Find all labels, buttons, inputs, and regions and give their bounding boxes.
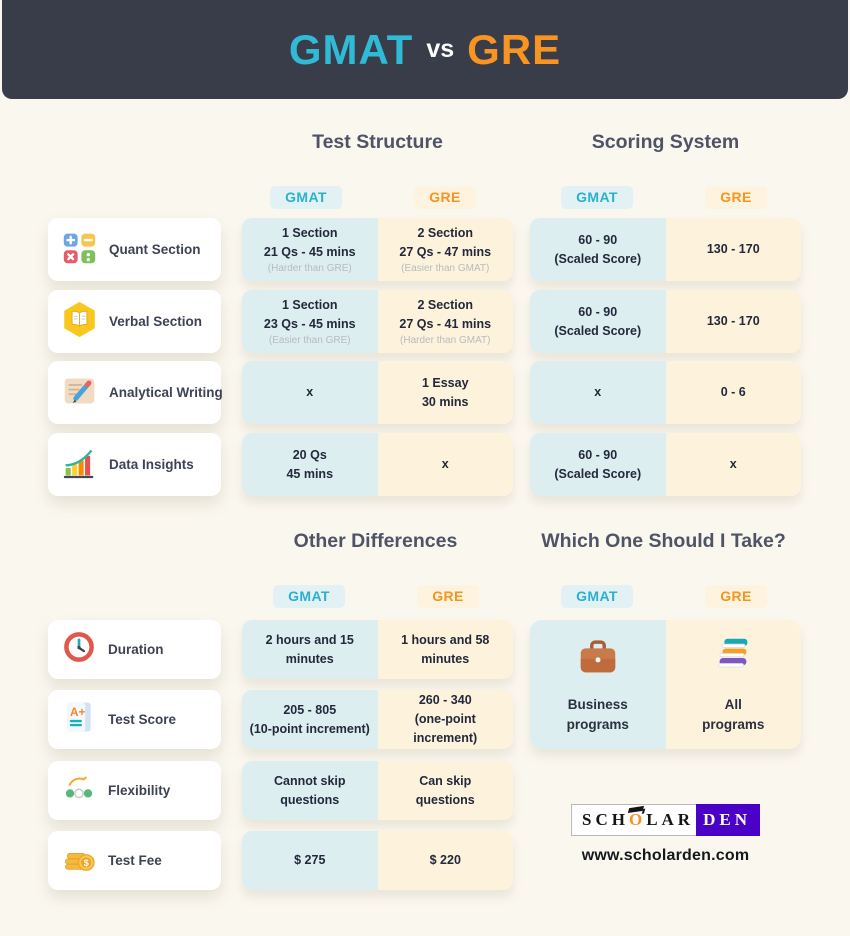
header-title-vs: vs	[426, 35, 455, 63]
which-one-gre-label: All programs	[702, 697, 765, 732]
section-title-other-differences: Other Differences	[293, 530, 458, 552]
sidebar-item-flexibility: Flexibility	[48, 761, 221, 820]
gmat-cell: 2 hours and 15 minutes	[242, 620, 378, 679]
gre-cell: 130 - 170	[665, 290, 801, 353]
briefcase-icon	[575, 634, 621, 685]
sidebar-item-label: Analytical Writing	[109, 385, 223, 400]
sidebar-item-label: Flexibility	[108, 783, 171, 798]
scoring-row-data-insights: 60 - 90 (Scaled Score) x	[530, 433, 801, 496]
math-operations-icon	[61, 229, 98, 271]
logo-text-sch: SCH	[581, 810, 629, 829]
sidebar-item-label: Data Insights	[109, 457, 194, 472]
svg-text:$: $	[84, 858, 89, 868]
sidebar-item-data-insights: Data Insights	[48, 433, 221, 496]
gmat-cell: $ 275	[242, 831, 378, 890]
gmat-cell: 20 Qs 45 mins	[242, 433, 378, 496]
books-stack-icon	[710, 634, 756, 685]
section-title-which-one: Which One Should I Take?	[541, 530, 786, 552]
scoring-row-quant: 60 - 90 (Scaled Score) 130 - 170	[530, 218, 801, 281]
gre-cell: $ 220	[377, 831, 513, 890]
which-one-card: Business programs All programs	[530, 620, 801, 749]
logo-text-lar: LAR	[646, 810, 695, 829]
sidebar-item-label: Test Fee	[108, 853, 162, 868]
header: GMAT vs GRE	[2, 0, 848, 99]
gre-cell: 1 Essay 30 mins	[377, 361, 513, 424]
gmat-cell: Cannot skip questions	[242, 761, 378, 820]
scoring-row-analytical-writing: x 0 - 6	[530, 361, 801, 424]
pencil-paper-icon	[61, 372, 98, 414]
gmat-cell: 60 - 90 (Scaled Score)	[530, 433, 666, 496]
growth-chart-icon	[61, 444, 98, 486]
gmat-cell: 205 - 805 (10-point increment)	[242, 690, 378, 749]
website-url: www.scholarden.com	[581, 847, 750, 864]
gmat-cell: x	[242, 361, 378, 424]
other-diff-row-flexibility: Cannot skip questions Can skip questions	[242, 761, 513, 820]
gmat-column-header: GMAT	[561, 186, 633, 209]
gmat-cell: 1 Section 21 Qs - 45 mins (Harder than GR…	[242, 218, 378, 281]
section-title-test-structure: Test Structure	[312, 131, 443, 153]
sidebar-item-analytical-writing: Analytical Writing	[48, 361, 223, 424]
test-structure-row-analytical-writing: x 1 Essay 30 mins	[242, 361, 513, 424]
header-title-gmat: GMAT	[288, 25, 414, 73]
header-title-gre: GRE	[467, 25, 562, 73]
scholarden-logo: SCH O LAR DEN	[570, 804, 760, 836]
gre-cell: All programs	[665, 620, 801, 749]
sidebar-item-quant-section: Quant Section	[48, 218, 221, 281]
which-one-gmat-label: Business programs	[566, 697, 629, 732]
sidebar-item-label: Quant Section	[109, 242, 201, 257]
coins-icon: $	[61, 840, 97, 881]
gmat-column-header: GMAT	[270, 186, 342, 209]
gre-column-header: GRE	[705, 186, 767, 209]
other-diff-row-test-score: 205 - 805 (10-point increment) 260 - 340…	[242, 690, 513, 749]
gre-cell: x	[377, 433, 513, 496]
toggle-options-icon	[61, 770, 97, 811]
gre-cell: 1 hours and 58 minutes	[377, 620, 513, 679]
gre-cell: 2 Section 27 Qs - 47 mins (Easier than GM…	[377, 218, 513, 281]
gre-cell: Can skip questions	[377, 761, 513, 820]
gre-cell: x	[665, 433, 801, 496]
other-diff-row-duration: 2 hours and 15 minutes 1 hours and 58 mi…	[242, 620, 513, 679]
gmat-cell: 60 - 90 (Scaled Score)	[530, 290, 666, 353]
sidebar-item-test-fee: $ Test Fee	[48, 831, 221, 890]
sidebar-item-verbal-section: Verbal Section	[48, 290, 221, 353]
svg-text:A+: A+	[70, 706, 85, 719]
sidebar-item-test-score: A+ Test Score	[48, 690, 221, 749]
clock-icon	[61, 629, 97, 670]
gmat-column-header: GMAT	[561, 585, 633, 608]
gre-cell: 260 - 340 (one-point increment)	[377, 690, 513, 749]
test-structure-row-verbal: 1 Section 23 Qs - 45 mins (Easier than GR…	[242, 290, 513, 353]
gre-cell: 2 Section 27 Qs - 41 mins (Harder than GM…	[377, 290, 513, 353]
gmat-cell: Business programs	[530, 620, 666, 749]
section-title-scoring-system: Scoring System	[591, 131, 740, 153]
gre-column-header: GRE	[414, 186, 476, 209]
gmat-cell: 60 - 90 (Scaled Score)	[530, 218, 666, 281]
book-icon	[61, 301, 98, 343]
other-diff-row-test-fee: $ 275 $ 220	[242, 831, 513, 890]
gre-column-header: GRE	[417, 585, 479, 608]
test-structure-row-quant: 1 Section 21 Qs - 45 mins (Harder than GR…	[242, 218, 513, 281]
gre-cell: 0 - 6	[665, 361, 801, 424]
grade-sheet-icon: A+	[61, 699, 97, 740]
logo-letter-o: O	[628, 810, 647, 829]
gre-cell: 130 - 170	[665, 218, 801, 281]
sidebar-item-label: Duration	[108, 642, 164, 657]
gmat-column-header: GMAT	[273, 585, 345, 608]
gmat-cell: 1 Section 23 Qs - 45 mins (Easier than GR…	[242, 290, 378, 353]
sidebar-item-label: Test Score	[108, 712, 177, 727]
sidebar-item-duration: Duration	[48, 620, 221, 679]
sidebar-item-label: Verbal Section	[109, 314, 203, 329]
scoring-row-verbal: 60 - 90 (Scaled Score) 130 - 170	[530, 290, 801, 353]
logo-text-den: DEN	[696, 804, 760, 836]
gre-column-header: GRE	[705, 585, 767, 608]
test-structure-row-data-insights: 20 Qs 45 mins x	[242, 433, 513, 496]
gmat-cell: x	[530, 361, 666, 424]
